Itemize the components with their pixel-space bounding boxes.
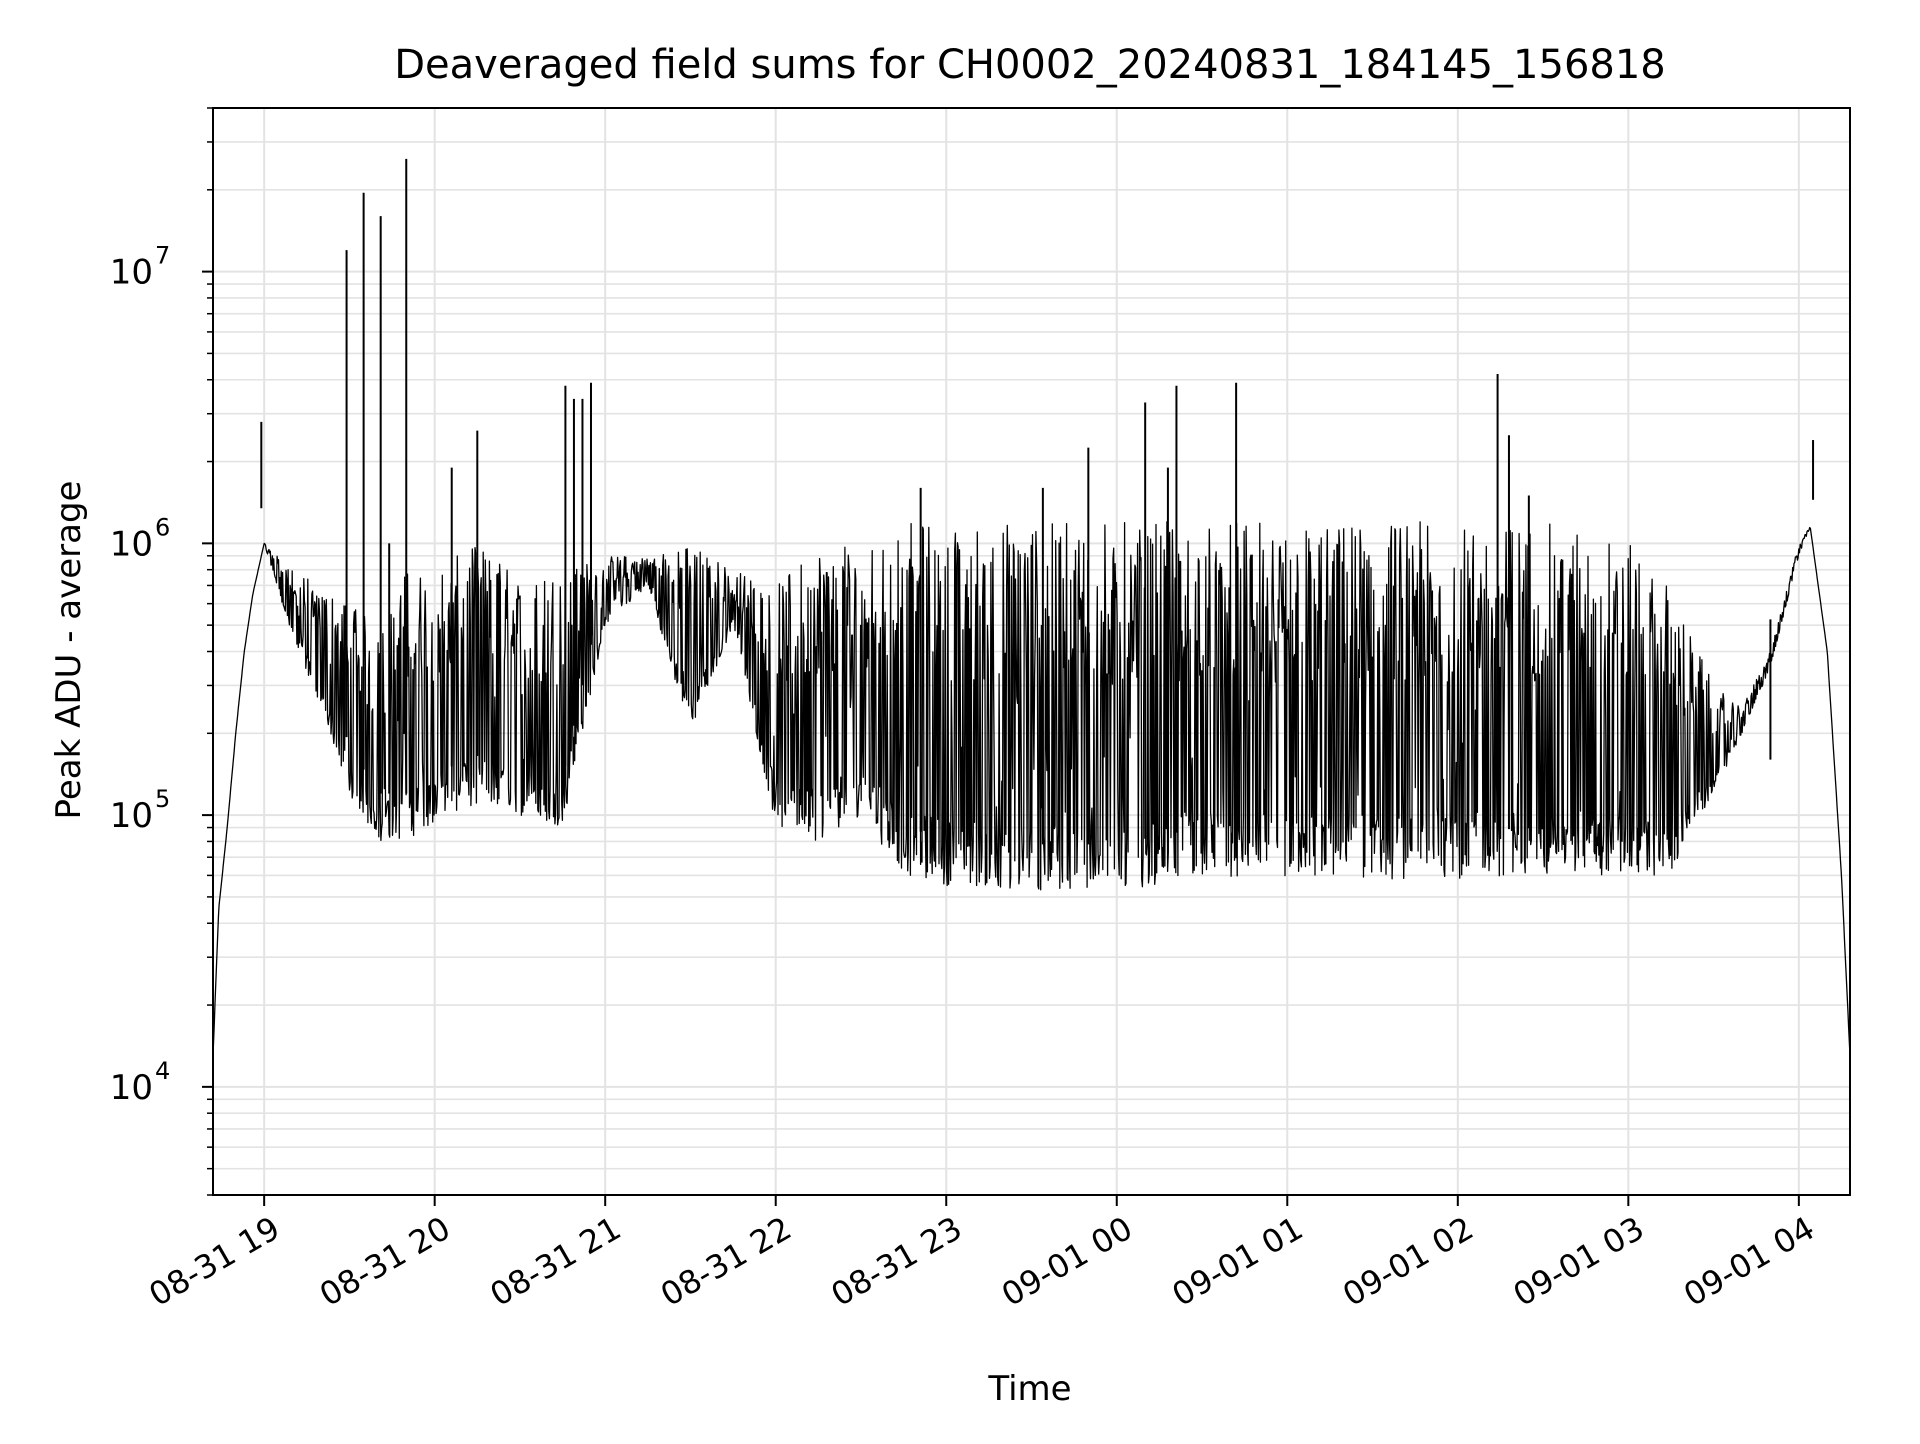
chart-title: Deaveraged field sums for CH0002_2024083… bbox=[394, 42, 1666, 88]
y-tick-label-exponent: 6 bbox=[155, 513, 170, 541]
series-line-group bbox=[212, 158, 1851, 1056]
y-tick-label: 10 bbox=[110, 253, 153, 293]
y-tick-label: 10 bbox=[110, 796, 153, 836]
y-tick-label: 10 bbox=[110, 1068, 153, 1108]
x-axis-label: Time bbox=[987, 1369, 1071, 1409]
y-tick-label-exponent: 4 bbox=[155, 1057, 170, 1085]
y-axis-label: Peak ADU - average bbox=[49, 481, 89, 820]
y-tick-label-exponent: 7 bbox=[155, 242, 170, 270]
y-tick-label: 10 bbox=[110, 524, 153, 564]
series-line bbox=[212, 521, 1851, 1056]
y-tick-label-exponent: 5 bbox=[155, 785, 170, 813]
